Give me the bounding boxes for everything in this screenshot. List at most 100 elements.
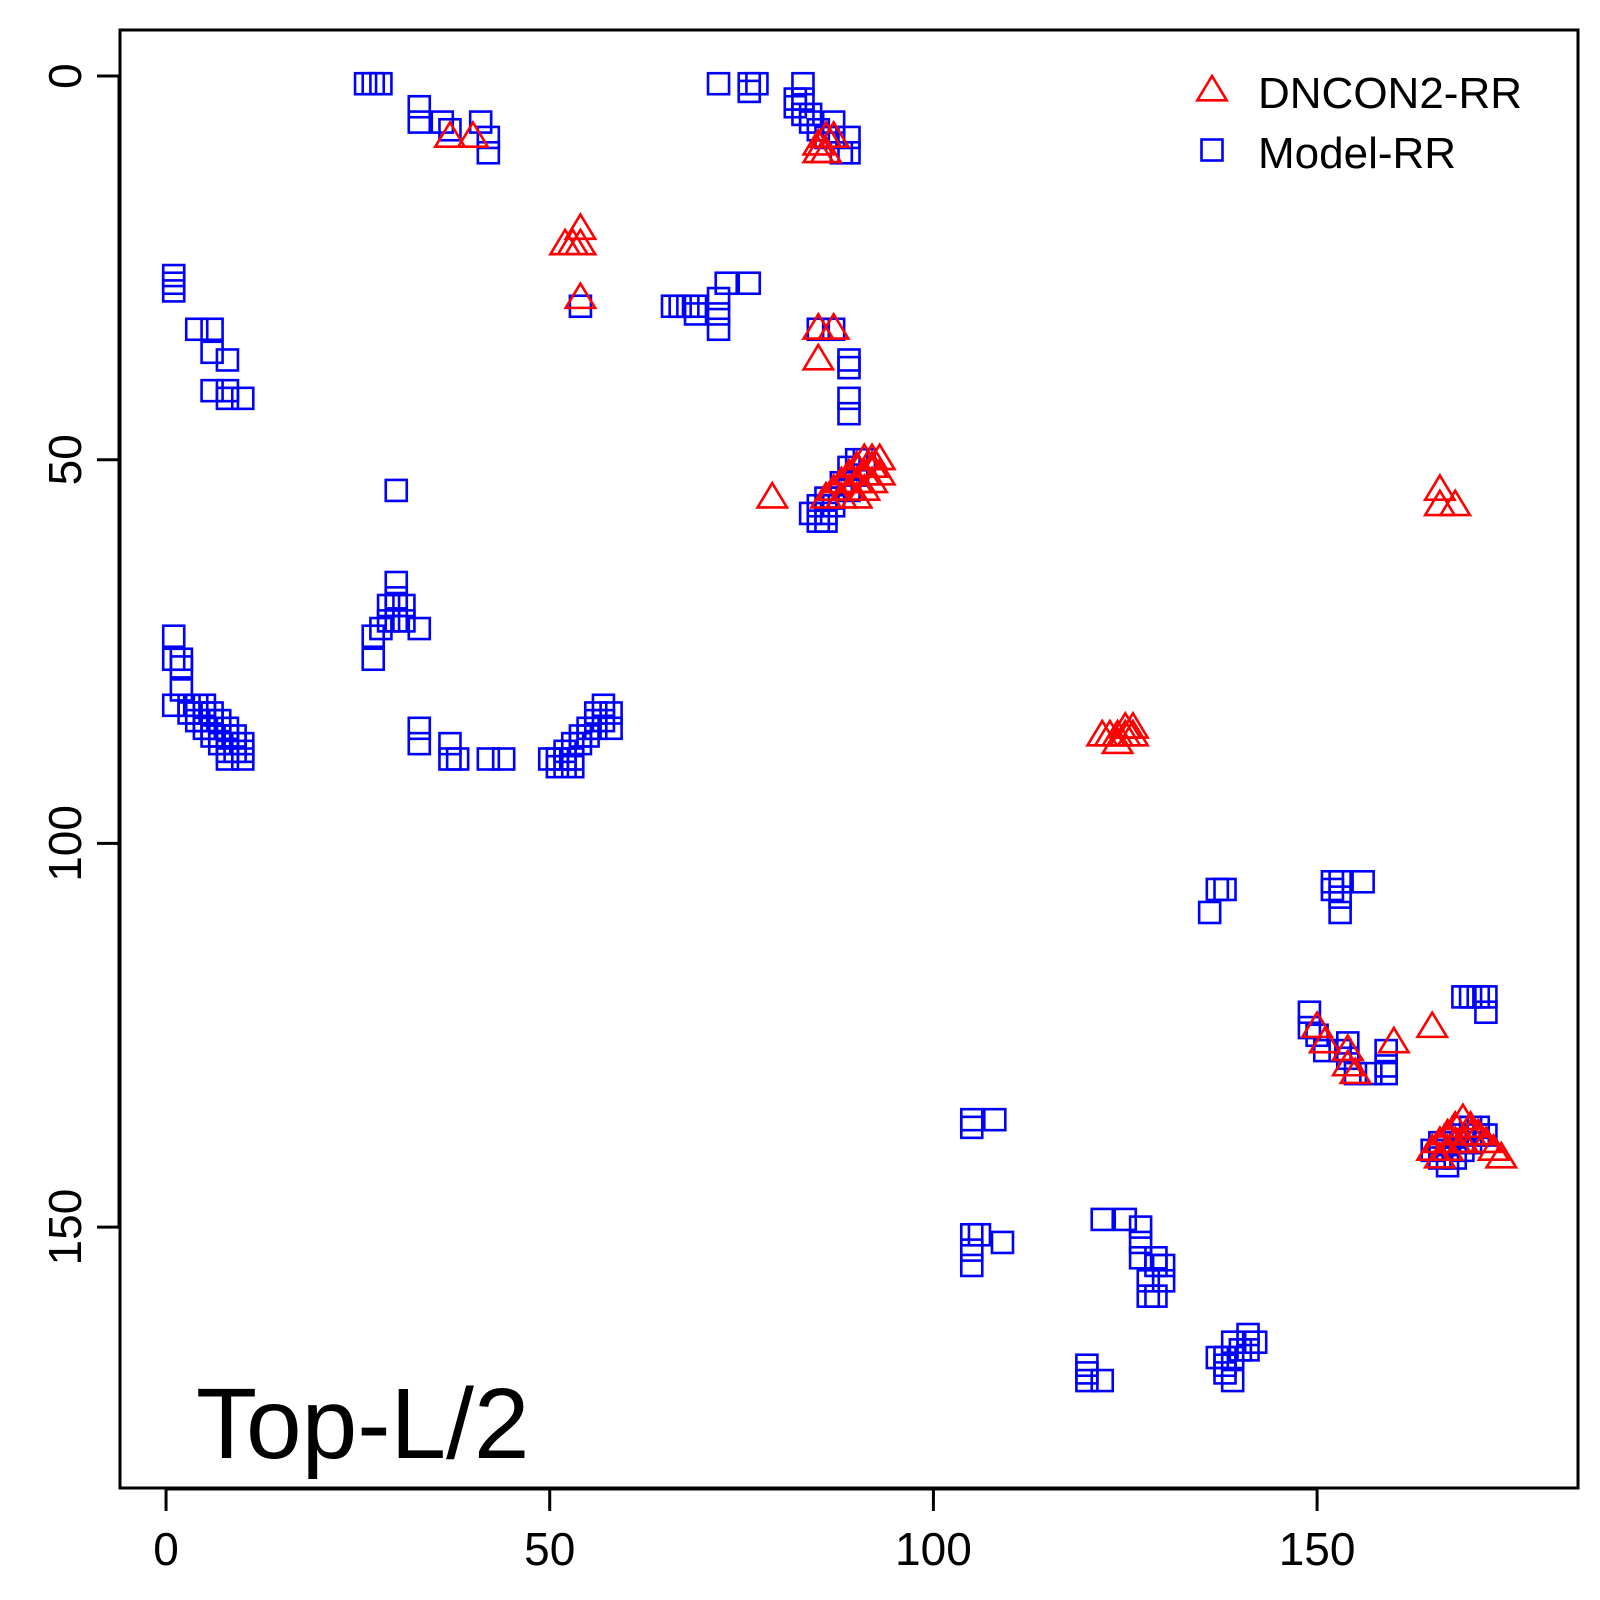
data-point-model-rr [200,317,224,342]
data-point-model-rr [791,102,815,127]
data-point-model-rr [384,593,409,618]
data-point-dncon2-rr [1445,1125,1480,1154]
data-point-model-rr [568,724,593,748]
data-point-model-rr [438,747,462,771]
data-point-model-rr [1128,1230,1153,1255]
y-tick-label: 50 [39,434,91,485]
data-point-model-rr [161,647,186,672]
data-point-model-rr [959,1253,984,1278]
data-point-model-rr [407,110,432,134]
data-point-model-rr [169,647,194,672]
data-point-model-rr [1128,1245,1153,1270]
data-point-model-rr [384,609,409,633]
data-point-model-rr [223,739,247,764]
data-point-model-rr [184,701,209,725]
data-point-model-rr [1458,985,1483,1009]
data-point-model-rr [192,716,217,741]
data-point-model-rr [783,87,808,111]
data-point-model-rr [1228,1338,1253,1362]
data-point-model-rr [1213,1361,1237,1385]
data-point-model-rr [959,1222,984,1247]
data-point-model-rr [200,340,224,365]
data-point-model-rr [430,110,455,134]
data-point-model-rr [445,747,470,771]
data-point-dncon2-rr [1453,1109,1488,1138]
series-layer [161,71,1519,1393]
data-point-model-rr [599,716,623,741]
data-point-model-rr [392,593,416,618]
data-point-dncon2-rr [1484,1140,1519,1169]
data-point-model-rr [660,294,685,319]
data-point-model-rr [806,509,831,533]
data-point-model-rr [1128,1215,1153,1239]
data-point-dncon2-rr [1468,1125,1503,1154]
data-point-model-rr [1328,900,1352,925]
data-point-dncon2-rr [816,119,851,149]
data-point-model-rr [407,716,432,741]
data-point-model-rr [384,570,409,595]
data-point-dncon2-rr [1115,718,1150,747]
data-point-model-rr [1205,1345,1230,1370]
data-point-dncon2-rr [1422,1140,1457,1169]
data-point-model-rr [737,71,762,96]
data-point-model-rr [376,609,401,633]
data-point-model-rr [837,401,861,426]
legend-label-dncon2-rr: DNCON2-RR [1258,69,1522,118]
data-point-model-rr [215,386,240,411]
data-point-model-rr [1136,1284,1161,1308]
data-point-dncon2-rr [755,480,790,509]
data-point-model-rr [468,110,493,134]
data-point-dncon2-rr [1438,488,1473,517]
data-point-model-rr [1297,1000,1322,1025]
data-point-model-rr [583,716,608,741]
data-point-model-rr [177,693,201,718]
data-point-model-rr [1205,877,1230,902]
data-point-model-rr [207,731,232,756]
data-point-model-rr [169,678,194,702]
data-point-model-rr [706,71,731,96]
data-point-model-rr [207,708,232,733]
data-point-model-rr [361,624,386,649]
data-point-model-rr [560,747,585,771]
data-point-model-rr [1090,1368,1115,1393]
data-point-model-rr [1305,1023,1329,1048]
data-point-model-rr [230,739,255,764]
data-point-model-rr [384,478,409,503]
data-point-model-rr [553,747,577,771]
data-point-dncon2-rr [1415,1010,1450,1039]
data-point-model-rr [1144,1253,1168,1278]
data-point-dncon2-rr [1430,1132,1465,1161]
data-point-model-rr [161,271,186,296]
data-point-model-rr [1466,985,1491,1009]
x-tick-label: 100 [895,1523,972,1575]
data-point-model-rr [1220,1330,1245,1354]
data-point-model-rr [1113,1207,1138,1232]
data-point-model-rr [737,79,762,104]
data-point-model-rr [583,708,608,733]
data-point-model-rr [1220,1345,1245,1370]
data-point-model-rr [837,140,861,165]
data-point-model-rr [668,294,692,319]
data-point-model-rr [223,724,247,748]
data-point-model-rr [837,355,861,380]
data-point-model-rr [161,263,186,288]
data-point-dncon2-rr [1476,1132,1511,1161]
data-point-model-rr [215,724,240,748]
data-point-model-rr [215,739,240,764]
data-point-model-rr [683,302,708,326]
data-point-model-rr [392,609,416,633]
legend: DNCON2-RR Model-RR [1194,69,1522,178]
data-point-model-rr [714,271,739,296]
legend-marker-model-rr [1200,138,1224,162]
data-point-model-rr [560,754,585,779]
data-point-model-rr [192,701,217,725]
data-point-model-rr [491,747,516,771]
data-point-model-rr [1328,869,1352,894]
data-point-model-rr [959,1238,984,1262]
data-point-model-rr [161,279,186,303]
data-point-model-rr [683,294,708,319]
data-point-model-rr [177,701,201,725]
data-point-model-rr [1197,900,1222,925]
panel-label: Top-L/2 [196,1368,530,1480]
